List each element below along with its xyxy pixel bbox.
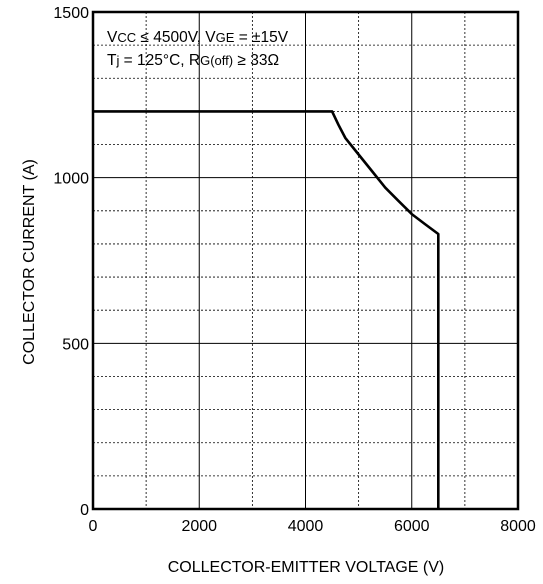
grid-lines [93,12,518,509]
x-axis-title: COLLECTOR-EMITTER VOLTAGE (V) [168,559,444,576]
x-tick-label: 8000 [500,518,536,535]
x-tick-label: 4000 [288,518,324,535]
y-tick-label: 1000 [53,171,89,188]
plot-frame [91,10,520,511]
x-tick-label: 0 [89,518,98,535]
y-tick-label: 500 [62,336,89,353]
x-tick-label: 2000 [181,518,217,535]
test-conditions-line-1: VCC ≤ 4500V, VGE = ±15V [107,29,289,46]
test-conditions-line-2: Tj = 125°C, RG(off) ≥ 33Ω [107,52,279,69]
y-tick-labels: 0 500 1000 1500 [53,5,89,519]
y-tick-label: 1500 [53,5,89,22]
y-tick-label: 0 [80,502,89,519]
safe-operating-area-curve [93,110,440,509]
y-axis-title: COLLECTOR CURRENT (A) [21,159,38,365]
x-tick-labels: 0 2000 4000 6000 8000 [89,518,536,535]
x-tick-label: 6000 [394,518,430,535]
